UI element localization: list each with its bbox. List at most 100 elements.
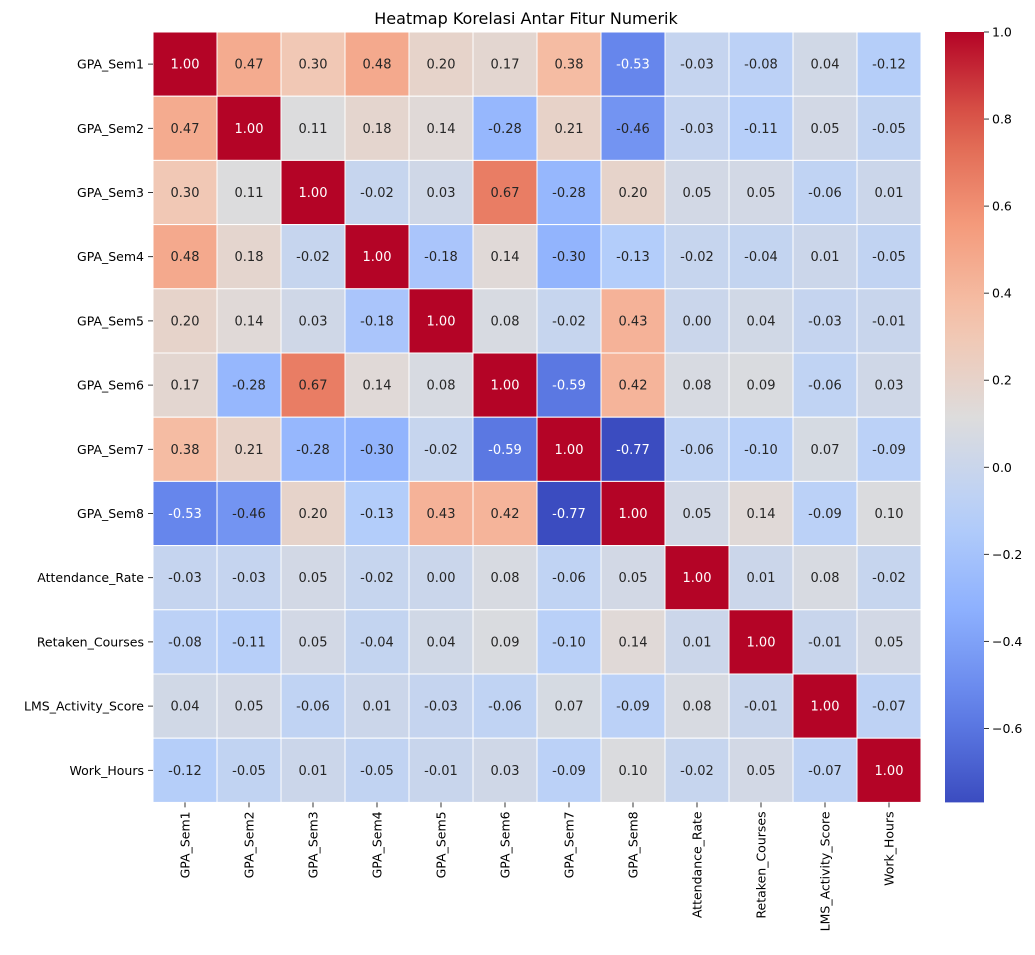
heatmap-cell	[664, 673, 730, 739]
cell-value-label: 0.11	[235, 186, 264, 201]
heatmap-cell	[472, 416, 538, 482]
heatmap-cell	[600, 288, 666, 354]
heatmap-cell	[856, 95, 922, 161]
y-tick-label: LMS_Activity_Score	[24, 699, 144, 714]
heatmap-cell	[728, 31, 794, 97]
heatmap-cell	[344, 95, 410, 161]
y-axis: GPA_Sem1 GPA_Sem2 GPA_Sem3 GPA_Sem4 GPA_Sem5…	[24, 57, 153, 778]
cell-value-label: 1.00	[491, 379, 520, 394]
heatmap-cell	[280, 224, 346, 290]
cell-value-label: 1.00	[555, 443, 584, 458]
heatmap-cell	[728, 673, 794, 739]
cell-value-label: 0.04	[811, 58, 840, 73]
cell-value-label: -0.04	[744, 250, 778, 265]
cell-value-label: -0.10	[552, 635, 586, 650]
cell-value-label: -0.59	[488, 443, 522, 458]
heatmap-cell	[344, 673, 410, 739]
cell-value-label: 0.09	[491, 635, 520, 650]
cell-value-label: -0.05	[232, 764, 266, 779]
cell-value-label: 0.18	[363, 122, 392, 137]
heatmap-cell	[728, 609, 794, 675]
cell-value-label: 1.00	[427, 314, 456, 329]
heatmap-cell	[344, 224, 410, 290]
heatmap-cell	[664, 352, 730, 418]
heatmap-cell	[152, 159, 218, 226]
cell-value-label: -0.46	[616, 122, 650, 137]
cell-value-label: 0.10	[619, 764, 648, 779]
heatmap-cell	[216, 224, 282, 290]
cell-value-label: 0.04	[171, 700, 200, 715]
heatmap-cell	[472, 224, 538, 290]
heatmap-cell	[472, 545, 538, 611]
heatmap-cell	[856, 737, 922, 803]
chart-title: Heatmap Korelasi Antar Fitur Numerik	[374, 9, 678, 28]
cell-value-label: -0.09	[552, 764, 586, 779]
heatmap-cell	[856, 609, 922, 675]
heatmap-cell	[280, 545, 346, 611]
cell-value-label: 0.05	[683, 507, 712, 522]
heatmap-cell	[536, 416, 602, 482]
y-tick-label: GPA_Sem1	[77, 57, 144, 72]
colorbar-tick-label: −0.2	[992, 547, 1022, 562]
x-tick-label: LMS_Activity_Score	[818, 811, 833, 931]
cell-value-label: -0.12	[872, 58, 906, 73]
x-tick-label: Attendance_Rate	[690, 811, 705, 918]
cell-value-label: 0.05	[299, 635, 328, 650]
cell-value-label: 0.01	[875, 186, 904, 201]
cell-value-label: 0.00	[683, 314, 712, 329]
heatmap-cell	[664, 545, 730, 611]
heatmap-cell	[728, 737, 794, 803]
heatmap-cell	[536, 288, 602, 354]
heatmap-cell	[536, 545, 602, 611]
x-tick-label: GPA_Sem7	[562, 811, 577, 878]
heatmap-cell	[600, 95, 666, 161]
cell-value-label: 0.05	[619, 571, 648, 586]
heatmap-cell	[472, 352, 538, 418]
cell-value-label: -0.08	[168, 635, 202, 650]
x-tick-label: GPA_Sem8	[626, 811, 641, 878]
y-tick-label: GPA_Sem5	[77, 313, 144, 328]
heatmap-cell	[152, 545, 218, 611]
cell-value-label: 0.05	[875, 635, 904, 650]
heatmap-cell	[472, 95, 538, 161]
heatmap-cell	[344, 159, 410, 226]
heatmap-cell	[664, 416, 730, 482]
heatmap-cell	[344, 416, 410, 482]
cell-value-label: 1.00	[811, 700, 840, 715]
heatmap-cell	[280, 159, 346, 226]
cell-value-label: 0.21	[235, 443, 264, 458]
cell-value-label: 0.10	[875, 507, 904, 522]
heatmap-cell	[536, 95, 602, 161]
heatmap-cell	[472, 673, 538, 739]
cell-value-label: 0.43	[427, 507, 456, 522]
cell-value-label: 0.20	[299, 507, 328, 522]
cell-value-label: -0.03	[232, 571, 266, 586]
colorbar-tick-label: 0.8	[992, 112, 1012, 127]
y-tick-label: GPA_Sem3	[77, 185, 144, 200]
heatmap-cell	[856, 480, 922, 547]
cell-value-label: -0.13	[616, 250, 650, 265]
cell-value-label: 0.08	[491, 571, 520, 586]
colorbar-tick-label: 0.2	[992, 373, 1012, 388]
cell-value-label: 1.00	[619, 507, 648, 522]
cell-value-label: 0.30	[171, 186, 200, 201]
cell-value-label: -0.02	[296, 250, 330, 265]
heatmap-cell	[856, 159, 922, 226]
cell-value-label: -0.03	[424, 700, 458, 715]
cell-value-label: -0.28	[488, 122, 522, 137]
heatmap-cell	[792, 416, 858, 482]
cell-value-label: 0.00	[427, 571, 456, 586]
colorbar-tick-label: 1.0	[992, 25, 1012, 40]
heatmap-cell	[536, 159, 602, 226]
heatmap-cell	[600, 545, 666, 611]
y-tick-label: Work_Hours	[69, 763, 144, 778]
heatmap-cell	[216, 288, 282, 354]
cell-value-label: 0.05	[235, 700, 264, 715]
cell-value-label: -0.08	[744, 58, 778, 73]
cell-value-label: -0.05	[872, 122, 906, 137]
heatmap-cell-labels: 1.00 0.47 0.30 0.48 0.20 0.17 0.38 -0.53 -0.03 -0…	[168, 58, 906, 779]
cell-value-label: 0.05	[747, 764, 776, 779]
heatmap-cell	[152, 352, 218, 418]
heatmap-cell	[280, 673, 346, 739]
cell-value-label: 0.01	[363, 700, 392, 715]
